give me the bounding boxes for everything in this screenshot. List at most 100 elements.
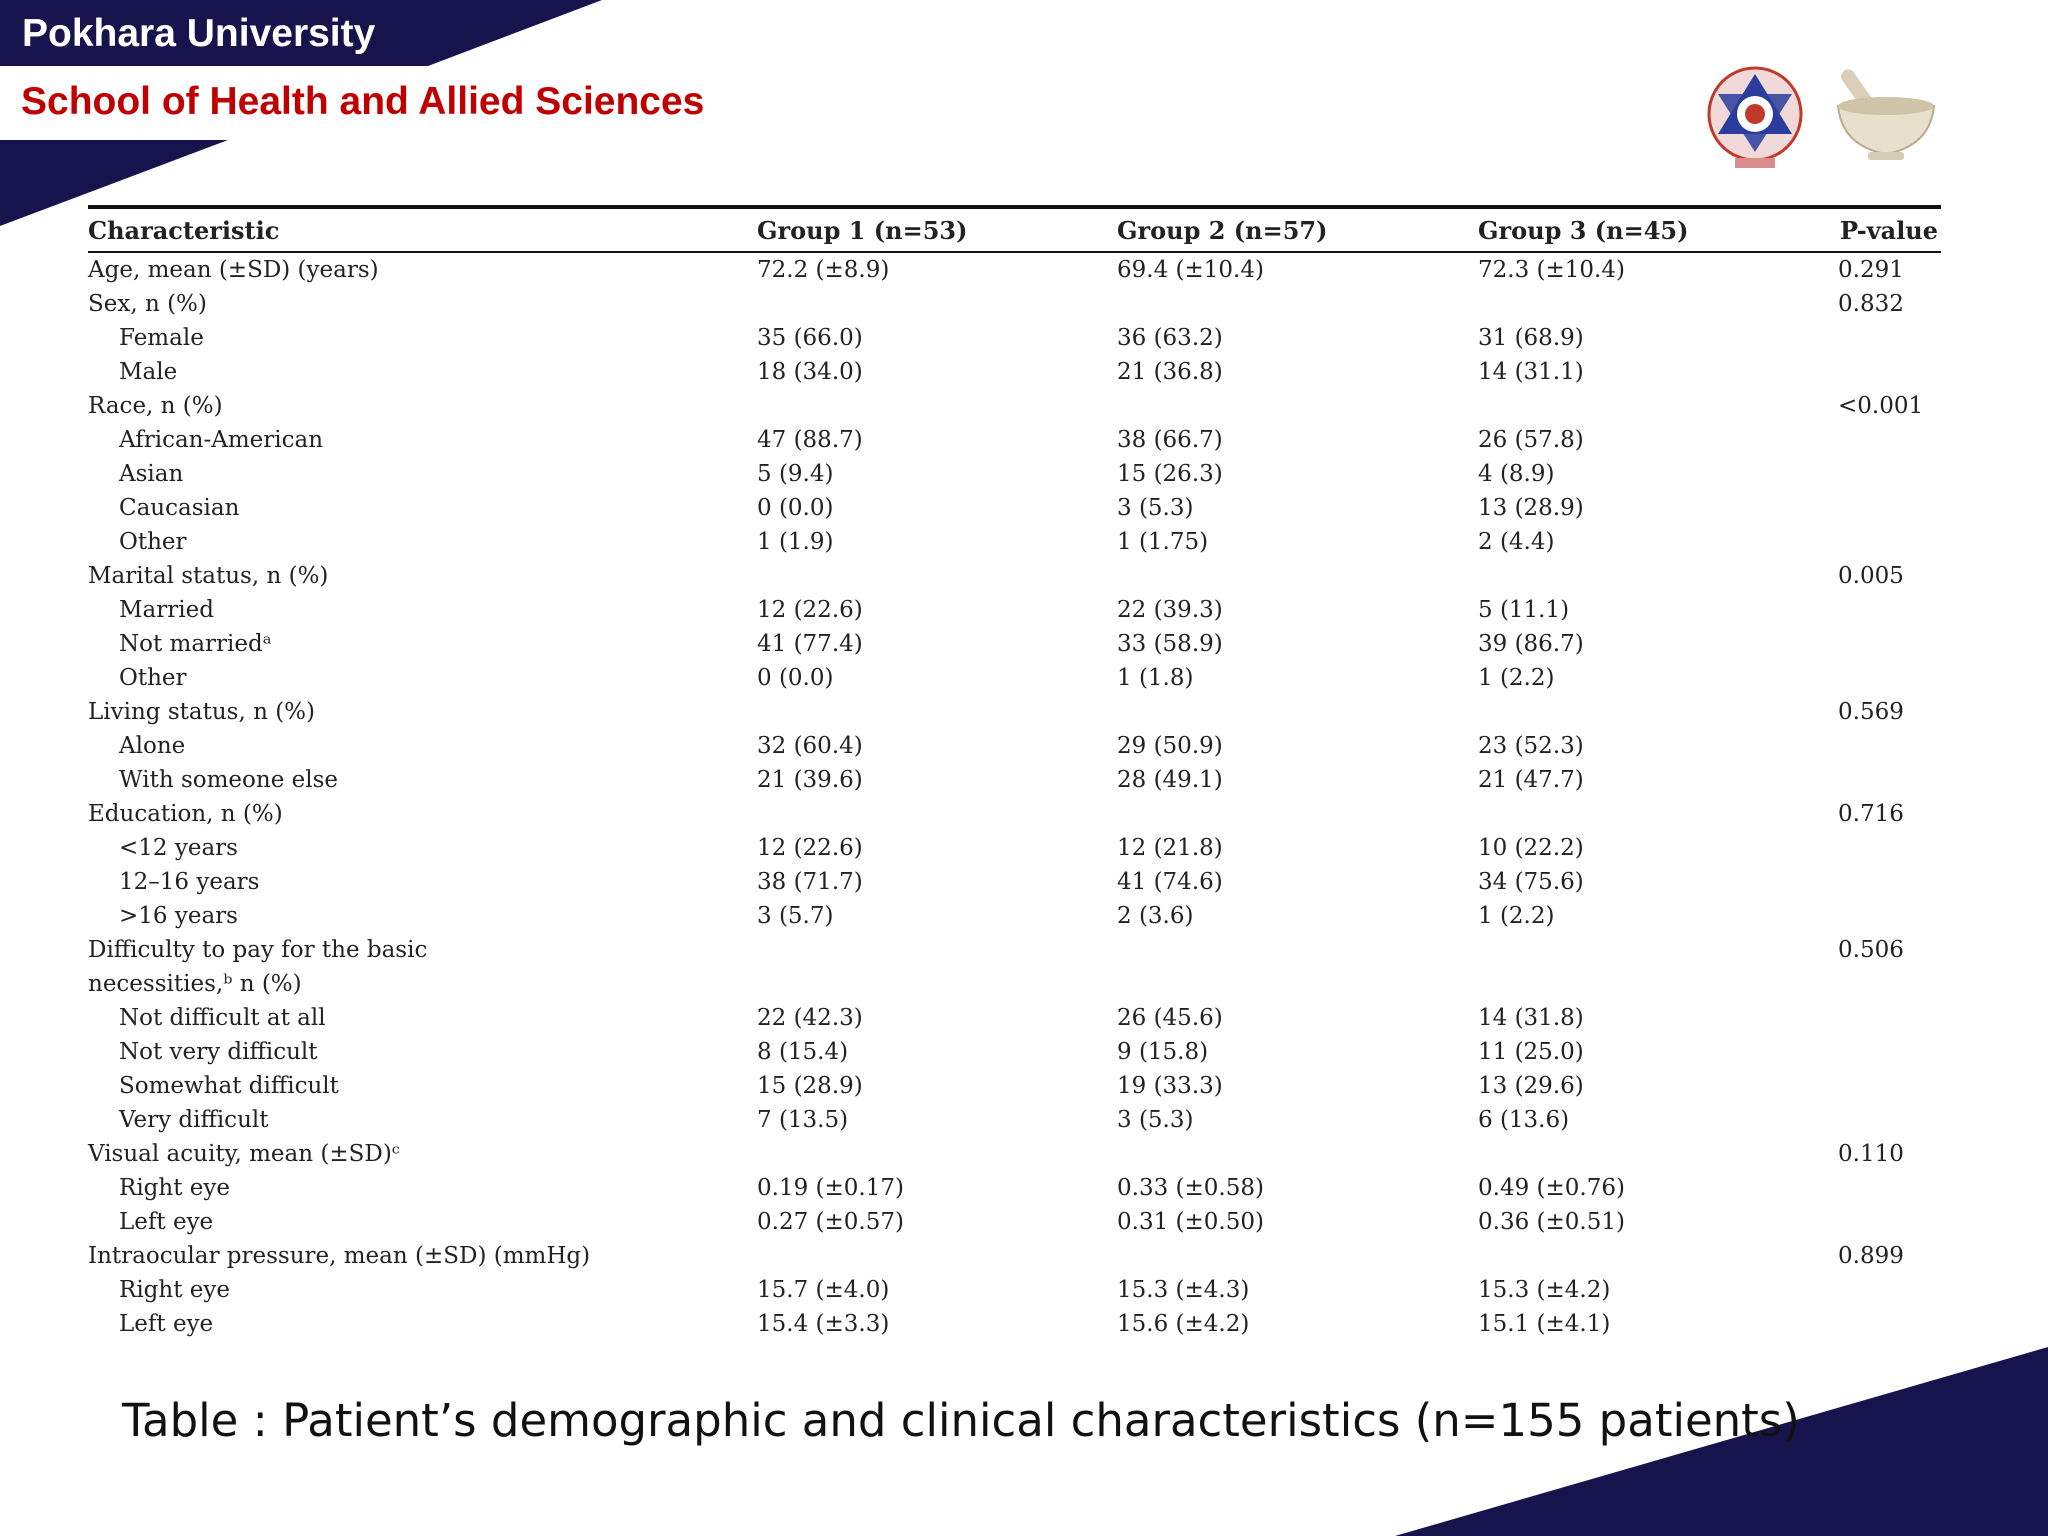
mortar-pestle-icon (1836, 69, 1936, 160)
row-label: Left eye (119, 1209, 214, 1235)
group-3-value: 1 (2.2) (1478, 903, 1555, 929)
table-row: Other 0 (0.0) 1 (1.8) 1 (2.2) (88, 661, 1941, 695)
university-name: Pokhara University (22, 12, 376, 55)
row-label: Intraocular pressure, mean (±SD) (mmHg) (88, 1243, 591, 1269)
group-3-value: 6 (13.6) (1478, 1107, 1570, 1133)
group-1-value: 7 (13.5) (757, 1107, 849, 1133)
group-3-value: 2 (4.4) (1478, 529, 1555, 555)
table-row: 12–16 years 38 (71.7) 41 (74.6) 34 (75.6) (88, 865, 1941, 899)
group-1-value: 5 (9.4) (757, 461, 834, 487)
table-row: African-American 47 (88.7) 38 (66.7) 26 (57… (88, 423, 1941, 457)
group-2-value: 9 (15.8) (1117, 1039, 1209, 1065)
group-2-value: 0.33 (±0.58) (1117, 1175, 1264, 1201)
group-1-value: 47 (88.7) (757, 427, 863, 453)
group-2-value: 0.31 (±0.50) (1117, 1209, 1264, 1235)
group-2-value: 12 (21.8) (1117, 835, 1223, 861)
table-row: Somewhat difficult 15 (28.9) 19 (33.3) 13 (… (88, 1069, 1941, 1103)
group-3-value: 26 (57.8) (1478, 427, 1584, 453)
group-1-value: 32 (60.4) (757, 733, 863, 759)
group-1-value: 15.4 (±3.3) (757, 1311, 890, 1337)
group-2-value: 36 (63.2) (1117, 325, 1223, 351)
row-label: >16 years (119, 903, 238, 929)
row-label: Caucasian (119, 495, 240, 521)
group-1-value: 12 (22.6) (757, 835, 863, 861)
group-1-value: 21 (39.6) (757, 767, 863, 793)
group-2-value: 1 (1.8) (1117, 665, 1194, 691)
p-value: 0.569 (1838, 699, 1904, 725)
top-banner (0, 0, 602, 66)
p-value: <0.001 (1838, 393, 1924, 419)
p-value: 0.832 (1838, 291, 1904, 317)
table-caption: Table : Patient’s demographic and clinic… (122, 1394, 1800, 1447)
group-1-value: 0.27 (±0.57) (757, 1209, 904, 1235)
university-emblem-icon (1707, 66, 1803, 168)
table-body: Age, mean (±SD) (years) 72.2 (±8.9) 69.4 (… (88, 253, 1941, 1341)
table-top-rule (88, 205, 1941, 209)
group-2-value: 1 (1.75) (1117, 529, 1209, 555)
row-label: Education, n (%) (88, 801, 283, 827)
row-label: Married (119, 597, 214, 623)
group-2-value: 2 (3.6) (1117, 903, 1194, 929)
row-label: Visual acuity, mean (±SD)ᶜ (88, 1141, 400, 1167)
table-header-rule (88, 251, 1941, 253)
table-row: Visual acuity, mean (±SD)ᶜ 0.110 (88, 1137, 1941, 1171)
group-3-value: 15.1 (±4.1) (1478, 1311, 1611, 1337)
group-3-value: 31 (68.9) (1478, 325, 1584, 351)
characteristics-table: Characteristic Group 1 (n=53) Group 2 (n… (88, 205, 1941, 1341)
row-label: Right eye (119, 1175, 230, 1201)
table-row: Female 35 (66.0) 36 (63.2) 31 (68.9) (88, 321, 1941, 355)
table-row: Age, mean (±SD) (years) 72.2 (±8.9) 69.4 (… (88, 253, 1941, 287)
group-3-value: 21 (47.7) (1478, 767, 1584, 793)
group-1-value: 72.2 (±8.9) (757, 257, 890, 283)
group-2-value: 38 (66.7) (1117, 427, 1223, 453)
table-row: Very difficult 7 (13.5) 3 (5.3) 6 (13.6) (88, 1103, 1941, 1137)
p-value: 0.005 (1838, 563, 1904, 589)
row-label: Not very difficult (119, 1039, 318, 1065)
table-row: Intraocular pressure, mean (±SD) (mmHg) 0… (88, 1239, 1941, 1273)
group-1-value: 41 (77.4) (757, 631, 863, 657)
group-1-value: 22 (42.3) (757, 1005, 863, 1031)
row-label: Right eye (119, 1277, 230, 1303)
table-row: Not very difficult 8 (15.4) 9 (15.8) 11 (25… (88, 1035, 1941, 1069)
group-1-value: 1 (1.9) (757, 529, 834, 555)
group-1-value: 0.19 (±0.17) (757, 1175, 904, 1201)
group-2-value: 3 (5.3) (1117, 1107, 1194, 1133)
row-label: 12–16 years (119, 869, 260, 895)
group-1-value: 15.7 (±4.0) (757, 1277, 890, 1303)
table-row: With someone else 21 (39.6) 28 (49.1) 21 (4… (88, 763, 1941, 797)
group-1-value: 0 (0.0) (757, 665, 834, 691)
group-3-value: 13 (28.9) (1478, 495, 1584, 521)
group-1-value: 8 (15.4) (757, 1039, 849, 1065)
row-label: Difficulty to pay for the basic necessiti… (88, 933, 508, 1001)
row-label: Living status, n (%) (88, 699, 315, 725)
row-label: Other (119, 665, 187, 691)
row-label: Marital status, n (%) (88, 563, 329, 589)
table-row: Right eye 15.7 (±4.0) 15.3 (±4.3) 15.3 (±4.… (88, 1273, 1941, 1307)
row-label: Age, mean (±SD) (years) (88, 257, 379, 283)
group-1-value: 0 (0.0) (757, 495, 834, 521)
table-header-row: Characteristic Group 1 (n=53) Group 2 (n… (88, 209, 1941, 251)
group-3-value: 0.36 (±0.51) (1478, 1209, 1625, 1235)
table-row: Sex, n (%) 0.832 (88, 287, 1941, 321)
row-label: Very difficult (119, 1107, 269, 1133)
table-row: Living status, n (%) 0.569 (88, 695, 1941, 729)
table-row: Right eye 0.19 (±0.17) 0.33 (±0.58) 0.49 (±… (88, 1171, 1941, 1205)
group-2-value: 26 (45.6) (1117, 1005, 1223, 1031)
group-3-value: 4 (8.9) (1478, 461, 1555, 487)
group-1-value: 38 (71.7) (757, 869, 863, 895)
group-2-value: 15.6 (±4.2) (1117, 1311, 1250, 1337)
table-row: Marital status, n (%) 0.005 (88, 559, 1941, 593)
row-label: With someone else (119, 767, 338, 793)
table-row: Not difficult at all 22 (42.3) 26 (45.6) 14… (88, 1001, 1941, 1035)
p-value: 0.716 (1838, 801, 1904, 827)
bottom-right-wedge (1395, 1347, 2048, 1536)
row-label: Somewhat difficult (119, 1073, 339, 1099)
column-header-group-3: Group 3 (n=45) (1478, 216, 1689, 245)
row-label: African-American (119, 427, 324, 453)
group-3-value: 15.3 (±4.2) (1478, 1277, 1611, 1303)
group-2-value: 22 (39.3) (1117, 597, 1223, 623)
row-label-line: Difficulty to pay for the basic (88, 937, 428, 963)
row-label: Other (119, 529, 187, 555)
p-value: 0.506 (1838, 937, 1904, 963)
table-row: Alone 32 (60.4) 29 (50.9) 23 (52.3) (88, 729, 1941, 763)
